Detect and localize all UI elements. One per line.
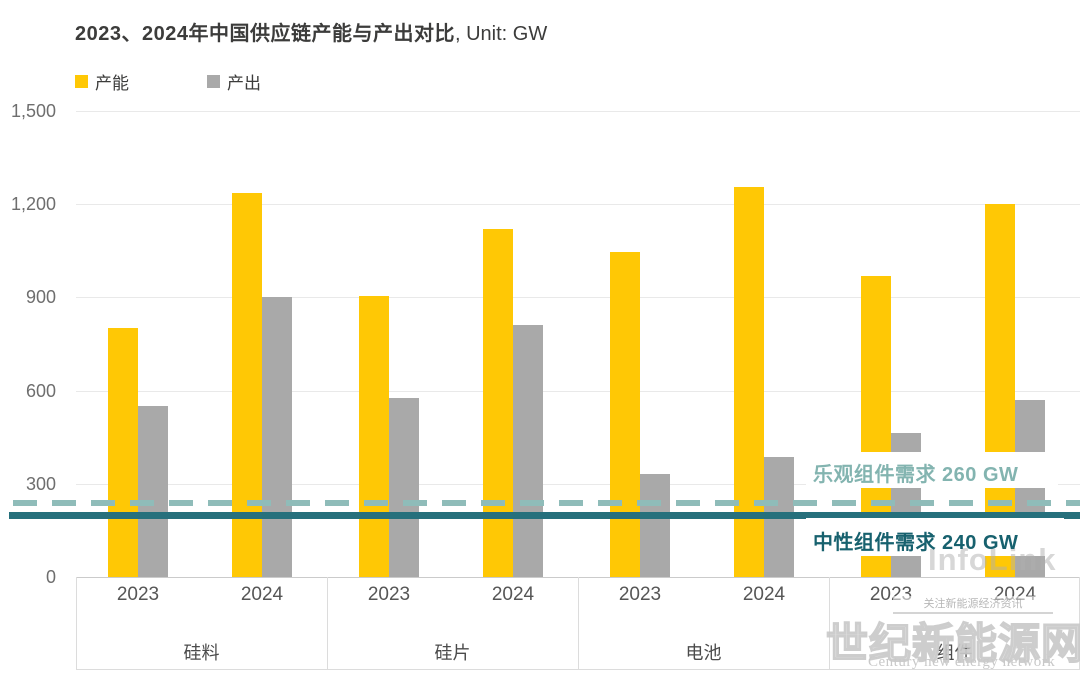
- category-label: 硅料: [183, 643, 220, 663]
- neutral-annotation-background: [806, 518, 1064, 556]
- y-axis-label: 300: [25, 474, 56, 494]
- axis-separator: [327, 577, 328, 670]
- category-label: 电池: [685, 643, 722, 663]
- bar-output: [513, 325, 543, 577]
- year-label: 2023: [116, 584, 160, 605]
- legend: 产能 产出: [75, 69, 261, 94]
- bar-capacity: [483, 229, 513, 577]
- bar-capacity: [359, 296, 389, 577]
- year-label: 2023: [367, 584, 411, 605]
- legend-capacity-label: 产能: [95, 74, 129, 93]
- y-axis-label: 1,500: [10, 101, 56, 121]
- legend-item-capacity: 产能: [75, 69, 129, 94]
- y-axis-label: 600: [25, 381, 56, 401]
- bar-capacity: [610, 252, 640, 577]
- optimistic-demand-label: 乐观组件需求 260 GW: [813, 464, 1019, 486]
- output-swatch-icon: [207, 75, 220, 88]
- bar-output: [138, 406, 168, 577]
- optimistic-annotation-background: [806, 452, 1058, 488]
- legend-item-output: 产出: [207, 69, 261, 94]
- gridline: [76, 204, 1080, 205]
- infolink-watermark: InfoLink: [928, 542, 1057, 577]
- site-watermark-cn: 世纪新能源网: [825, 619, 1080, 668]
- category-label: 硅片: [434, 643, 471, 663]
- axis-separator: [578, 577, 579, 670]
- bar-output: [640, 474, 670, 577]
- category-label: 组件: [936, 643, 973, 663]
- gridline: [76, 297, 1080, 298]
- y-axis-label: 0: [45, 567, 56, 587]
- bar-capacity: [232, 193, 262, 577]
- banner-watermark: 关注新能源经济资讯: [893, 596, 1053, 614]
- gridline: [76, 111, 1080, 112]
- site-watermark-en: Century new energy network: [868, 654, 1056, 670]
- bar-capacity: [108, 328, 138, 577]
- chart-title: 2023、2024年中国供应链产能与产出对比, Unit: GW: [75, 17, 547, 46]
- gridline: [76, 391, 1080, 392]
- axis-left-border: [76, 577, 77, 670]
- bar-output: [262, 297, 292, 577]
- neutral-demand-label: 中性组件需求 240 GW: [813, 532, 1019, 554]
- y-axis-label: 900: [25, 287, 56, 307]
- axis-separator: [829, 577, 830, 670]
- year-label: 2024: [742, 584, 786, 605]
- legend-output-label: 产出: [227, 74, 261, 93]
- y-axis-label: 1,200: [10, 194, 56, 214]
- bar-output: [389, 398, 419, 577]
- year-label: 2024: [240, 584, 284, 605]
- year-label: 2024: [491, 584, 535, 605]
- capacity-swatch-icon: [75, 75, 88, 88]
- neutral-demand-line: [9, 512, 1080, 519]
- year-label: 2023: [618, 584, 662, 605]
- chart-title-unit: , Unit: GW: [454, 23, 548, 45]
- gridline: [76, 484, 1080, 485]
- chart-title-text: 2023、2024年中国供应链产能与产出对比: [75, 23, 455, 45]
- optimistic-demand-line: [13, 500, 1080, 506]
- axis-bottom-border: [76, 669, 1080, 670]
